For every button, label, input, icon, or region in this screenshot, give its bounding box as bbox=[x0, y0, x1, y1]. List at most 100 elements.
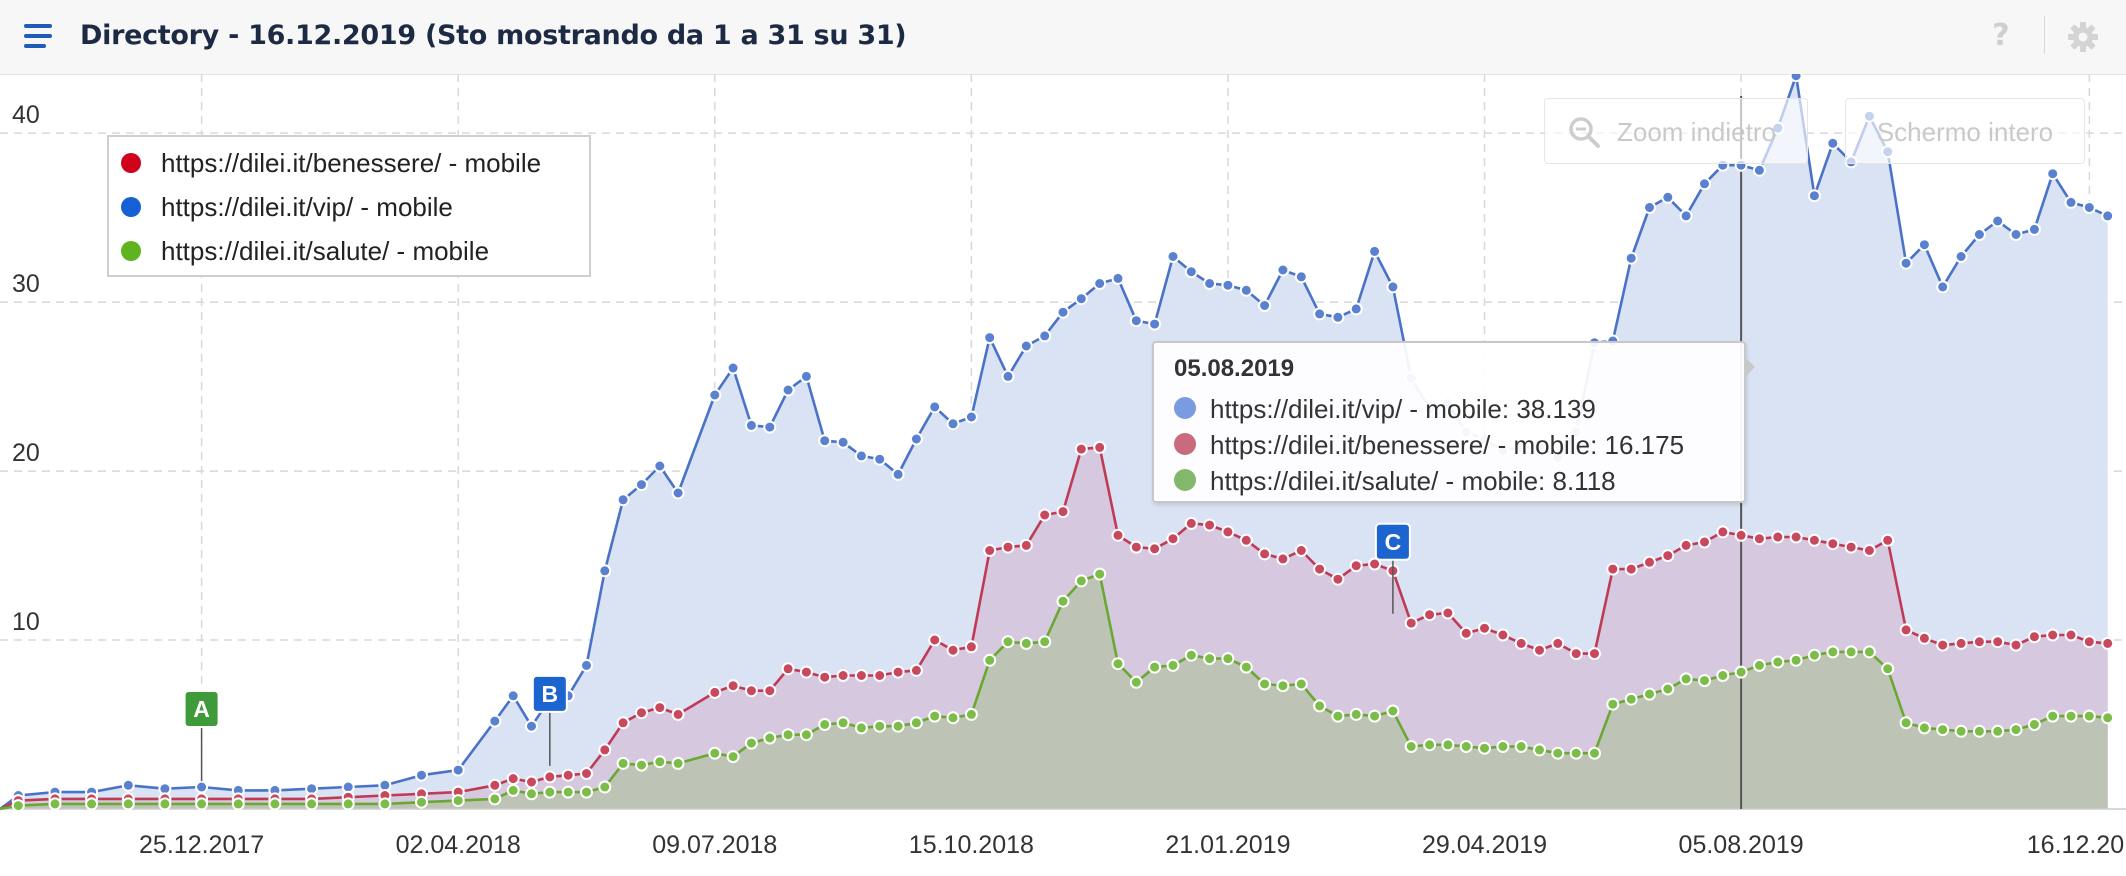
gear-icon[interactable] bbox=[2066, 20, 2100, 54]
data-point bbox=[525, 787, 538, 801]
data-point bbox=[671, 756, 685, 770]
data-point bbox=[1752, 658, 1766, 672]
tooltip-text: https://dilei.it/vip/ - mobile: 38.139 bbox=[1210, 394, 1596, 424]
data-point bbox=[1771, 530, 1785, 544]
data-point bbox=[708, 685, 722, 699]
data-point bbox=[983, 331, 997, 345]
data-point bbox=[1972, 228, 1986, 241]
data-point bbox=[1074, 292, 1088, 306]
data-point bbox=[1789, 653, 1803, 667]
data-point bbox=[799, 728, 813, 742]
data-point bbox=[1239, 660, 1253, 674]
data-point bbox=[964, 640, 978, 654]
data-point bbox=[1789, 74, 1803, 83]
data-point bbox=[2046, 167, 2060, 181]
fullscreen-button[interactable]: Schermo intero bbox=[1845, 98, 2085, 164]
data-point bbox=[836, 716, 850, 730]
help-icon[interactable]: ? bbox=[1992, 18, 2010, 53]
data-point bbox=[1148, 317, 1162, 331]
annotation-flag-b: B bbox=[531, 674, 568, 766]
data-point bbox=[1514, 636, 1528, 650]
data-point bbox=[671, 486, 685, 500]
legend-item-salute[interactable]: https://dilei.it/salute/ - mobile bbox=[109, 231, 589, 271]
data-point bbox=[1862, 645, 1876, 659]
data-point bbox=[1643, 201, 1656, 214]
data-point bbox=[2027, 222, 2041, 236]
data-point bbox=[964, 707, 978, 721]
data-point bbox=[1661, 190, 1675, 204]
data-point bbox=[635, 478, 648, 492]
data-point bbox=[818, 434, 832, 448]
legend-item-benessere[interactable]: https://dilei.it/benessere/ - mobile bbox=[109, 143, 589, 183]
chart-area: 10 20 30 40 25.12.2017 02.04.2018 09.07.2018 15… bbox=[0, 74, 2126, 859]
data-point bbox=[1679, 209, 1693, 223]
menu-icon[interactable] bbox=[24, 24, 52, 50]
page-title: Directory - 16.12.2019 (Sto mostrando da… bbox=[80, 20, 907, 51]
data-point bbox=[121, 797, 135, 811]
data-point bbox=[1881, 662, 1895, 676]
data-point bbox=[1991, 214, 2005, 228]
data-point bbox=[1331, 572, 1345, 586]
data-point bbox=[1789, 530, 1803, 544]
y-tick-label: 20 bbox=[12, 439, 40, 467]
data-point bbox=[2082, 709, 2096, 723]
legend-label: https://dilei.it/vip/ - mobile bbox=[161, 192, 453, 222]
data-point bbox=[1991, 724, 2005, 738]
data-point bbox=[1734, 665, 1748, 679]
data-point bbox=[928, 709, 942, 723]
data-point bbox=[1368, 244, 1382, 258]
x-tick-label: 21.01.2019 bbox=[1165, 831, 1290, 859]
data-point bbox=[909, 432, 923, 446]
legend-item-vip[interactable]: https://dilei.it/vip/ - mobile bbox=[109, 187, 589, 227]
data-point bbox=[1056, 305, 1070, 319]
data-point bbox=[1166, 250, 1180, 263]
data-point bbox=[1734, 528, 1748, 542]
data-point bbox=[506, 689, 520, 703]
data-point bbox=[891, 665, 905, 679]
data-point bbox=[488, 792, 502, 806]
data-point bbox=[1313, 699, 1327, 713]
legend-marker bbox=[121, 197, 141, 217]
annotation-flag-c: C bbox=[1374, 522, 1411, 614]
magnifier-icon bbox=[1569, 117, 1600, 148]
data-point bbox=[635, 758, 648, 772]
data-point bbox=[1826, 136, 1840, 150]
data-point bbox=[1917, 721, 1931, 735]
annotation-label: C bbox=[1385, 529, 1402, 555]
data-point bbox=[1954, 636, 1968, 650]
data-point bbox=[653, 755, 667, 769]
data-point bbox=[1569, 647, 1583, 661]
zoom-out-button[interactable]: Zoom indietro bbox=[1544, 98, 1808, 164]
data-point bbox=[616, 756, 630, 770]
data-point bbox=[799, 665, 813, 679]
data-point bbox=[708, 746, 722, 760]
data-point bbox=[378, 797, 392, 811]
data-point bbox=[616, 493, 630, 507]
data-point bbox=[1459, 626, 1473, 640]
data-point bbox=[1936, 723, 1950, 737]
data-point bbox=[1551, 746, 1565, 760]
chart-tooltip: 05.08.2019 https://dilei.it/vip/ - mobil… bbox=[1152, 341, 1755, 503]
data-point bbox=[1423, 738, 1437, 752]
legend-label: https://dilei.it/salute/ - mobile bbox=[161, 236, 490, 266]
data-point bbox=[635, 706, 648, 720]
data-point bbox=[1643, 555, 1656, 569]
data-point bbox=[1093, 277, 1107, 290]
y-tick-label: 40 bbox=[12, 101, 40, 129]
data-point bbox=[946, 643, 960, 657]
data-point bbox=[2101, 711, 2115, 725]
data-point bbox=[1184, 648, 1198, 662]
data-point bbox=[1606, 697, 1620, 711]
series-area bbox=[0, 574, 2108, 809]
data-point bbox=[983, 653, 997, 667]
y-tick-label: 10 bbox=[12, 608, 40, 636]
data-point bbox=[1056, 594, 1070, 608]
data-point bbox=[1019, 339, 1033, 353]
data-point bbox=[946, 711, 960, 725]
data-point bbox=[891, 467, 905, 481]
data-point bbox=[928, 400, 942, 414]
data-point bbox=[543, 785, 557, 799]
data-point bbox=[1551, 636, 1565, 650]
data-point bbox=[1203, 518, 1217, 532]
data-point bbox=[983, 544, 997, 557]
